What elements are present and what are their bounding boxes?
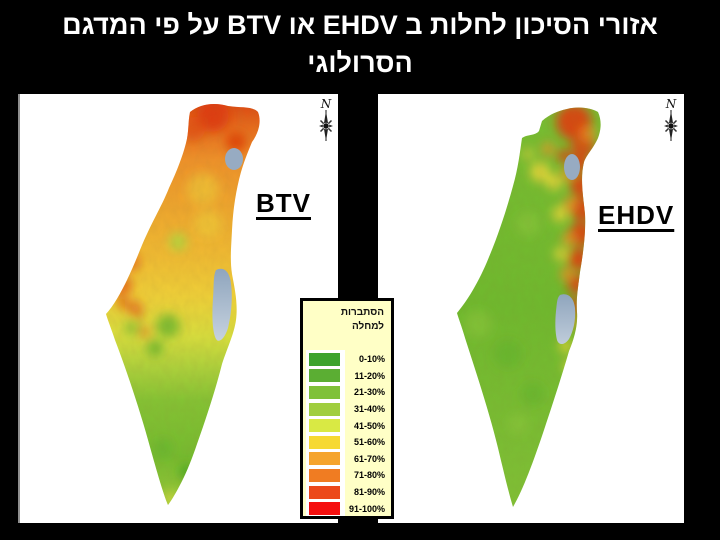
legend-color-swatch <box>309 385 340 399</box>
legend-color-swatch <box>309 485 340 499</box>
ehdv-risk-hotspots <box>457 107 601 508</box>
legend-range-label: 71-80% <box>353 470 385 481</box>
legend-color-swatch <box>309 419 340 433</box>
btv-risk-hotspots <box>106 104 260 505</box>
legend-header: הסתברות למחלה <box>341 306 384 334</box>
legend-range-label: 51-60% <box>353 437 385 448</box>
sea-of-galilee <box>225 148 243 170</box>
legend-color-swatch <box>309 435 340 449</box>
legend-range-label: 11-20% <box>354 370 385 381</box>
legend-range-label: 21-30% <box>353 387 385 398</box>
ehdv-map <box>457 107 601 508</box>
compass-north-icon: N <box>319 97 333 141</box>
slide-title: אזורי הסיכון לחלות ב EHDV או BTV על פי ה… <box>0 6 720 82</box>
dead-sea <box>212 268 232 341</box>
legend-rows: 0-10% 11-20% 21-30% 31-40% 41-50% 51-60% 61-70… <box>306 351 389 517</box>
legend: הסתברות למחלה 0-10% 11-20% 21-30% 31-40% 41-… <box>300 298 394 519</box>
legend-row: 51-60% <box>306 434 389 451</box>
legend-range-label: 61-70% <box>353 453 385 464</box>
svg-text:N: N <box>665 97 677 111</box>
dead-sea <box>555 294 576 345</box>
title-line-2: הסרולוגי <box>307 48 413 78</box>
legend-row: 41-50% <box>306 417 389 434</box>
legend-color-swatch <box>309 452 340 466</box>
btv-label: BTV <box>256 188 311 218</box>
compass-north-icon: N <box>664 97 678 141</box>
legend-range-label: 81-90% <box>353 487 385 498</box>
legend-range-label: 0-10% <box>358 354 385 365</box>
legend-color-swatch <box>309 468 340 482</box>
legend-color-swatch <box>309 402 340 416</box>
legend-header-line-2: למחלה <box>351 321 384 332</box>
legend-row: 31-40% <box>306 401 389 418</box>
sea-of-galilee <box>564 154 580 180</box>
legend-row: 71-80% <box>306 467 389 484</box>
legend-row: 91-100% <box>306 500 389 517</box>
btv-map-panel: N BTV <box>18 94 338 523</box>
legend-row: 11-20% <box>306 368 389 385</box>
legend-row: 0-10% <box>306 351 389 368</box>
legend-color-swatch <box>309 352 340 366</box>
legend-range-label: 31-40% <box>353 404 385 415</box>
ehdv-map-panel: N EHDV <box>378 94 684 523</box>
legend-range-label: 91-100% <box>348 503 385 514</box>
btv-map <box>106 104 260 505</box>
svg-text:N: N <box>320 97 332 111</box>
legend-row: 81-90% <box>306 484 389 501</box>
legend-row: 21-30% <box>306 384 389 401</box>
legend-color-swatch <box>309 369 340 383</box>
legend-range-label: 41-50% <box>353 420 385 431</box>
ehdv-label: EHDV <box>598 200 675 230</box>
legend-row: 61-70% <box>306 451 389 468</box>
legend-color-swatch <box>309 502 340 516</box>
legend-header-line-1: הסתברות <box>340 307 384 318</box>
title-line-1: אזורי הסיכון לחלות ב EHDV או BTV על פי ה… <box>62 10 658 40</box>
